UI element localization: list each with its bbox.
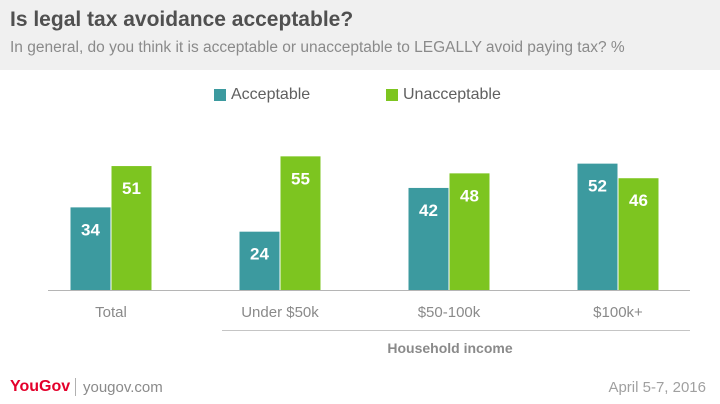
legend-swatch-acceptable [214,89,226,101]
data-label-unacceptable: 55 [291,169,310,188]
legend-item-unacceptable: Unacceptable [386,86,501,104]
bar-acceptable [408,187,449,290]
chart-header: Is legal tax avoidance acceptable? In ge… [0,0,720,70]
data-label-acceptable: 24 [250,245,269,264]
footer-divider [75,378,76,396]
legend-swatch-unacceptable [386,89,398,101]
bar-acceptable [70,207,111,290]
chart-subtitle: In general, do you think it is acceptabl… [10,39,625,56]
footer-date: April 5-7, 2016 [608,379,706,396]
chart-title: Is legal tax avoidance acceptable? [10,8,354,31]
footer-site-link[interactable]: yougov.com [83,379,163,396]
category-label: $100k+ [593,304,643,321]
category-label: Total [95,304,127,321]
data-label-unacceptable: 46 [629,191,648,210]
group-label: Household income [387,340,512,356]
data-label-unacceptable: 51 [122,179,141,198]
bar-unacceptable [111,166,152,290]
data-label-acceptable: 42 [419,201,438,220]
bar-unacceptable [449,173,490,290]
bar-unacceptable [280,156,321,290]
legend: Acceptable Unacceptable [0,86,720,106]
bar-unacceptable [618,178,659,290]
legend-label-unacceptable: Unacceptable [403,86,501,103]
bar-acceptable [239,231,280,290]
bar-acceptable [577,163,618,290]
data-label-acceptable: 34 [81,220,100,239]
data-label-acceptable: 52 [588,177,607,196]
category-label: Under $50k [241,304,319,321]
yougov-logo: YouGov [10,378,71,395]
data-label-unacceptable: 48 [460,186,479,205]
category-label: $50-100k [418,304,481,321]
legend-label-acceptable: Acceptable [231,86,311,103]
legend-item-acceptable: Acceptable [214,86,310,104]
